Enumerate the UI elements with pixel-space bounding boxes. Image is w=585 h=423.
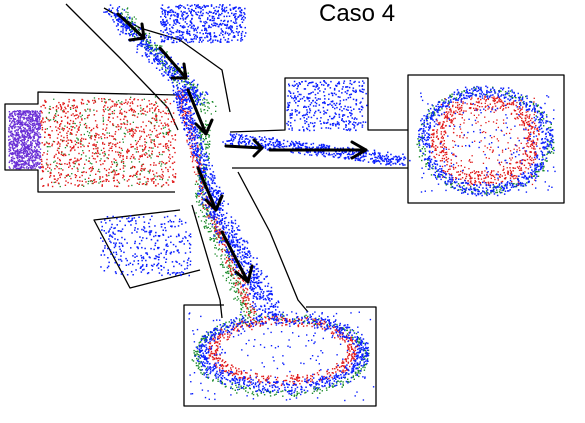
wall-horizontal-corridor-top	[229, 77, 408, 133]
wall-left-room	[4, 91, 179, 193]
flow-arrow-7	[268, 140, 368, 160]
floorplan-walls	[4, 3, 565, 407]
trajectory-purple-points	[8, 110, 42, 170]
wall-right-room	[407, 74, 565, 204]
flow-arrow-1	[116, 12, 146, 42]
figure-title: Caso 4	[319, 0, 396, 27]
trajectory-green-points	[45, 7, 555, 397]
wall-lower-corridor-left	[191, 204, 223, 319]
flow-arrow-3	[186, 88, 214, 136]
wall-bottom-room	[183, 304, 377, 407]
trajectory-red-points	[40, 88, 541, 387]
wall-mid-left-room	[93, 209, 201, 289]
flow-arrow-5	[220, 230, 254, 284]
flow-arrows	[116, 12, 368, 284]
flow-arrow-6	[224, 138, 264, 158]
flow-arrow-2	[158, 46, 188, 80]
wall-lower-corridor-right	[237, 171, 309, 313]
flow-arrow-4	[196, 166, 224, 212]
